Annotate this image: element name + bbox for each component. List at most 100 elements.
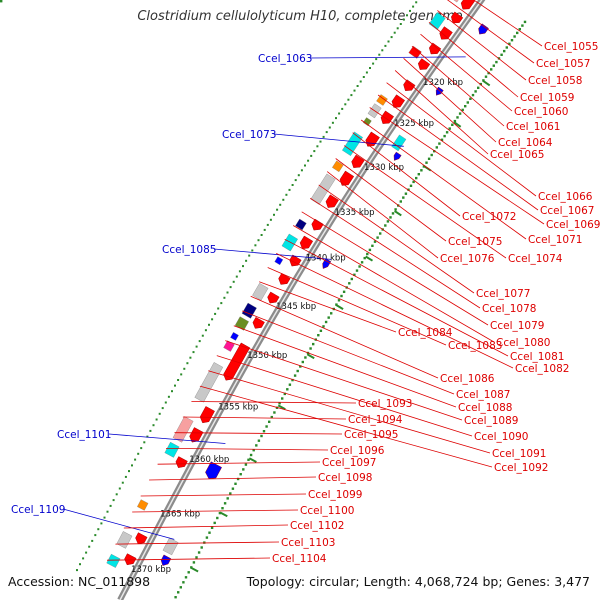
scale-dot	[197, 551, 201, 554]
scale-dot	[402, 196, 405, 199]
scale-dot	[257, 439, 261, 442]
inner-dot	[214, 312, 217, 315]
inner-label-leader	[149, 476, 317, 481]
gene-block-shape	[362, 117, 372, 127]
inner-gene-label: Ccel_1058	[528, 75, 582, 87]
inner-gene-label: Ccel_1061	[506, 121, 560, 133]
inner-label-leader	[123, 524, 289, 529]
scale-dot	[438, 142, 441, 145]
gene-arrow-shape	[299, 235, 314, 250]
inner-dot	[195, 345, 198, 348]
gene-arrow	[189, 427, 204, 443]
scale-tick	[219, 511, 228, 518]
gene-arrow	[199, 406, 215, 424]
scale-dot	[492, 64, 495, 67]
inner-label-leader	[377, 94, 539, 211]
scale-dot	[299, 365, 302, 368]
scale-dot	[495, 60, 498, 64]
scale-dot	[319, 329, 323, 332]
inner-gene-label: Ccel_1083	[448, 340, 502, 352]
gene-arrow	[351, 154, 365, 168]
gene-arrow	[325, 194, 339, 208]
scale-dot	[453, 119, 457, 123]
inner-dot	[128, 470, 130, 473]
gene-block	[137, 499, 149, 511]
inner-gene-label: Ccel_1067	[540, 205, 594, 217]
inner-dot	[396, 27, 399, 30]
inner-dot	[137, 452, 140, 455]
inner-dot	[149, 429, 152, 432]
gene-block	[376, 94, 388, 106]
scale-tick-label: 1365 kbp	[160, 510, 200, 520]
inner-label-leader	[360, 119, 527, 240]
scale-tick	[190, 566, 199, 573]
scale-dot	[516, 31, 519, 35]
gene-arrow	[124, 553, 137, 566]
scale-dot	[487, 71, 490, 75]
inner-dot	[0, 0, 2, 2]
inner-gene-label: Ccel_1091	[492, 448, 546, 460]
inner-dot	[140, 447, 143, 450]
gene-block-shape	[281, 233, 298, 252]
inner-label-leader	[233, 325, 457, 408]
scale-dot	[409, 184, 413, 187]
inner-dot	[282, 198, 285, 201]
inner-label-leader	[335, 158, 447, 242]
inner-dot	[341, 107, 344, 110]
inner-dot	[325, 131, 328, 134]
scale-dot	[200, 546, 203, 549]
inner-dot	[331, 121, 334, 124]
scale-dot	[430, 153, 433, 157]
inner-gene-label: Ccel_1102	[290, 520, 344, 532]
scale-dot	[249, 453, 253, 457]
inner-dot	[310, 154, 313, 157]
scale-tick-label: 1320 kbp	[423, 78, 463, 88]
inner-label-leader	[276, 253, 514, 369]
inner-label-leader	[369, 107, 545, 225]
scale-dot	[391, 212, 395, 215]
scale-tick	[394, 210, 402, 217]
gene-arrow	[418, 58, 431, 70]
scale-dot	[360, 261, 364, 264]
scale-dot	[368, 248, 372, 252]
accession-label: Accession: NC_011898	[8, 574, 151, 589]
genome-summary: Topology: circular; Length: 4,068,724 bp…	[246, 574, 590, 589]
gene-arrow-shape	[135, 532, 148, 545]
gene-arrow-shape	[325, 194, 339, 208]
inner-gene-label: Ccel_1055	[544, 41, 598, 53]
inner-gene-label: Ccel_1103	[281, 537, 335, 549]
inner-label-leader	[428, 21, 519, 98]
scale-dot	[523, 20, 527, 24]
inner-label-leader	[437, 10, 527, 81]
scale-dot	[260, 434, 263, 438]
inner-label-leader	[165, 448, 329, 451]
scale-dot	[490, 68, 493, 71]
scale-dot	[433, 150, 436, 153]
gene-arrow-shape	[351, 154, 365, 168]
gene-arrow	[429, 42, 442, 55]
inner-dot	[300, 169, 303, 172]
inner-label-leader	[386, 82, 537, 197]
gene-arrow	[439, 26, 453, 40]
inner-dot	[316, 145, 319, 148]
inner-label-leader	[411, 45, 505, 127]
gene-block	[332, 160, 344, 173]
gene-arrow-shape	[124, 553, 137, 566]
inner-dot	[251, 249, 254, 252]
inner-dot	[362, 76, 365, 78]
scale-dot	[296, 369, 299, 373]
inner-gene-label: Ccel_1080	[496, 337, 550, 349]
scale-dot	[469, 97, 472, 100]
inner-gene-label: Ccel_1096	[330, 445, 385, 457]
inner-dot	[372, 62, 375, 65]
inner-label-leader	[140, 493, 307, 497]
inner-dot	[121, 481, 124, 484]
gene-block	[342, 131, 363, 156]
scale-dot	[477, 86, 480, 89]
scale-dot	[513, 35, 516, 38]
inner-label-leader	[157, 461, 321, 465]
inner-dot	[409, 9, 411, 12]
inner-dot	[183, 367, 186, 370]
scale-dot	[281, 397, 284, 400]
scale-tick-label: 1335 kbp	[335, 208, 375, 218]
